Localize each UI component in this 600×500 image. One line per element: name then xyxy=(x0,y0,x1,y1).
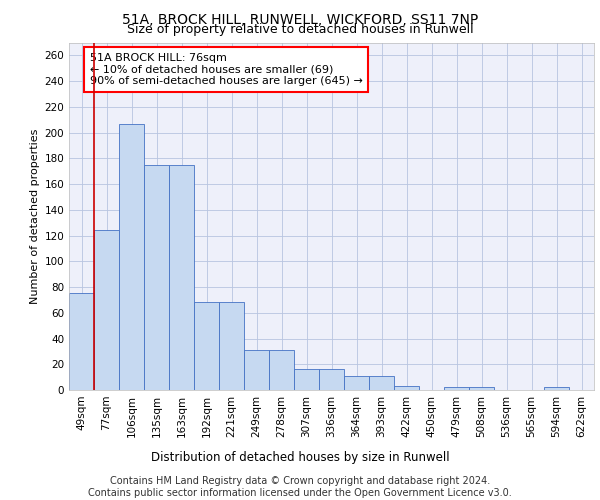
Text: Size of property relative to detached houses in Runwell: Size of property relative to detached ho… xyxy=(127,24,473,36)
Bar xyxy=(144,165,169,390)
Bar xyxy=(219,302,244,390)
Y-axis label: Number of detached properties: Number of detached properties xyxy=(30,128,40,304)
Bar xyxy=(469,388,494,390)
Text: 51A, BROCK HILL, RUNWELL, WICKFORD, SS11 7NP: 51A, BROCK HILL, RUNWELL, WICKFORD, SS11… xyxy=(122,12,478,26)
Text: Contains HM Land Registry data © Crown copyright and database right 2024.
Contai: Contains HM Land Registry data © Crown c… xyxy=(88,476,512,498)
Bar xyxy=(369,376,394,390)
Bar xyxy=(294,370,319,390)
Text: 51A BROCK HILL: 76sqm
← 10% of detached houses are smaller (69)
90% of semi-deta: 51A BROCK HILL: 76sqm ← 10% of detached … xyxy=(90,53,363,86)
Bar xyxy=(119,124,144,390)
Bar xyxy=(194,302,219,390)
Text: Distribution of detached houses by size in Runwell: Distribution of detached houses by size … xyxy=(151,451,449,464)
Bar xyxy=(244,350,269,390)
Bar xyxy=(94,230,119,390)
Bar xyxy=(169,165,194,390)
Bar xyxy=(319,370,344,390)
Bar xyxy=(544,388,569,390)
Bar xyxy=(69,294,94,390)
Bar xyxy=(344,376,369,390)
Bar xyxy=(394,386,419,390)
Bar xyxy=(269,350,294,390)
Bar xyxy=(444,388,469,390)
